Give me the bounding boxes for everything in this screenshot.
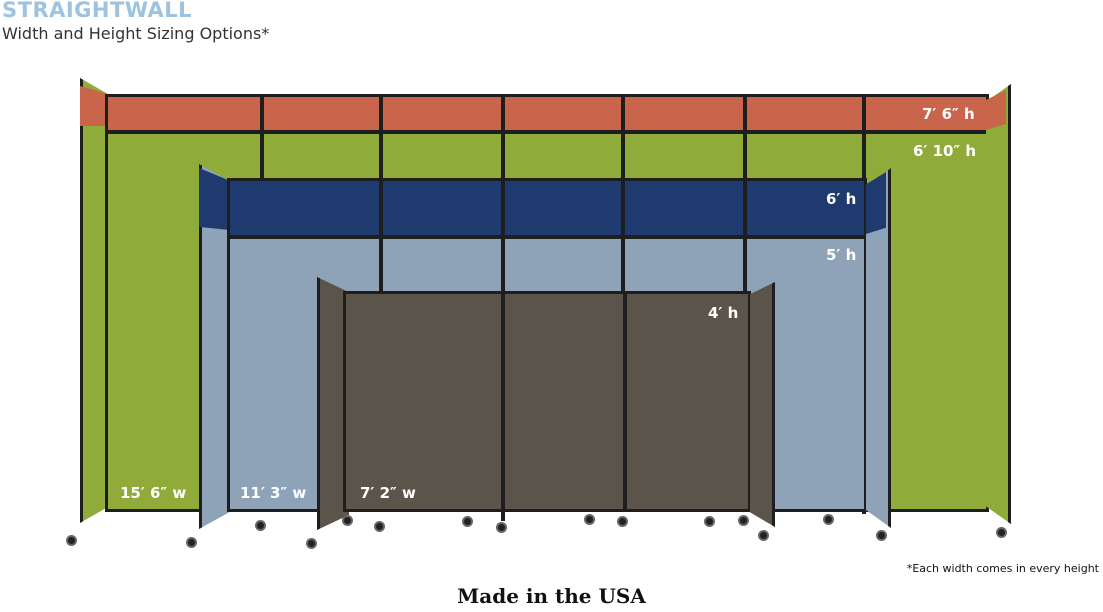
caster-wheel <box>342 515 353 526</box>
post <box>743 94 747 184</box>
caster-wheel <box>738 515 749 526</box>
post <box>743 178 747 293</box>
caster-wheel <box>462 516 473 527</box>
band-orange <box>108 97 986 134</box>
wing-right-small <box>750 282 775 527</box>
wing-right-top <box>986 90 1006 130</box>
caster-wheel <box>374 521 385 532</box>
height-label: 5′ h <box>826 246 857 264</box>
caster-wheel <box>996 527 1007 538</box>
band-navy <box>230 181 864 239</box>
post <box>621 178 625 293</box>
post <box>501 291 505 521</box>
height-label: 4′ h <box>708 304 739 322</box>
subtitle: Width and Height Sizing Options* <box>2 24 270 43</box>
caster-wheel <box>496 522 507 533</box>
brand-title: STRAIGHTWALL <box>2 0 193 22</box>
caster-wheel <box>823 514 834 525</box>
wing-right-large <box>986 84 1011 524</box>
caster-wheel <box>617 516 628 527</box>
post <box>260 94 264 184</box>
footnote: *Each width comes in every height <box>906 562 1099 575</box>
caster-wheel <box>186 537 197 548</box>
caster-wheel <box>704 516 715 527</box>
caster-wheel <box>758 530 769 541</box>
made-in-usa: Made in the USA <box>457 584 646 608</box>
post <box>623 291 627 512</box>
height-label: 6′ h <box>826 190 857 208</box>
post <box>501 178 505 293</box>
wing-right-navy <box>866 172 886 234</box>
width-label: 7′ 2″ w <box>360 484 416 502</box>
caster-wheel <box>584 514 595 525</box>
width-label: 15′ 6″ w <box>120 484 187 502</box>
height-label: 7′ 6″ h <box>922 105 975 123</box>
post <box>379 178 383 293</box>
caster-wheel <box>306 538 317 549</box>
caster-wheel <box>255 520 266 531</box>
width-label: 11′ 3″ w <box>240 484 307 502</box>
height-label: 6′ 10″ h <box>913 142 977 160</box>
caster-wheel <box>66 535 77 546</box>
caster-wheel <box>876 530 887 541</box>
panel-brown <box>343 291 751 512</box>
